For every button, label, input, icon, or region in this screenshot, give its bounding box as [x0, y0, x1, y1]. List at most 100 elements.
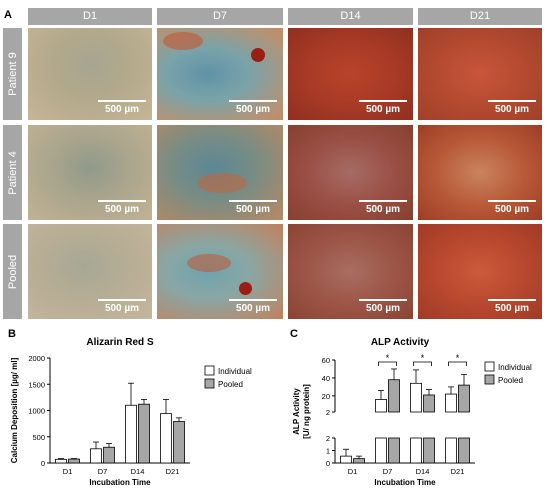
scale-bar-label: 500 µm: [494, 303, 530, 314]
scale-bar: 500 µm: [98, 200, 146, 215]
bar-individual-d21: [160, 413, 172, 464]
significance-bracket: [448, 361, 467, 366]
x-tick-label: D14: [131, 467, 145, 476]
chart-alizarin-red: Alizarin Red S 0 500 1000 1500 2000 Calcium De…: [10, 337, 252, 487]
y-tick-label: 60: [322, 356, 330, 365]
row-label: Patient 4: [6, 150, 19, 195]
y-tick-label: 500: [32, 433, 45, 442]
y-axis-label: Calcium Deposition [µg/ ml]: [10, 357, 19, 463]
y-tick-label: 2000: [28, 354, 45, 363]
panel-a-label: A: [4, 9, 12, 21]
micrograph-pooled-d1: 500 µm: [28, 224, 152, 319]
scale-bar-label: 500 µm: [365, 204, 401, 215]
x-tick-label: D1: [348, 467, 358, 476]
x-tick-label: D7: [383, 467, 393, 476]
column-header-d14: D14: [288, 8, 413, 25]
bar-individual-d7-upper: [375, 399, 387, 413]
bar-individual-d14: [125, 404, 137, 464]
y-tick-label: 40: [322, 374, 330, 383]
scale-bar-label: 500 µm: [494, 104, 530, 115]
legend-label-pooled: Pooled: [218, 380, 243, 389]
scale-bar-label: 500 µm: [235, 303, 271, 314]
legend-swatch-individual: [204, 365, 215, 376]
micrograph-pooled-d21: 500 µm: [418, 224, 542, 319]
bar-pooled-d7-upper: [388, 379, 400, 413]
significance-bracket: [413, 361, 432, 366]
micrograph-patient4-d14: 500 µm: [288, 125, 413, 220]
y-tick-label: 1500: [28, 380, 45, 389]
x-tick-label: D7: [98, 467, 108, 476]
legend-swatch-pooled: [204, 378, 215, 389]
y-tick-label: 20: [322, 392, 330, 401]
y-axis-label-line2: [U/ ng protein]: [302, 384, 311, 439]
significance-marker: *: [456, 353, 460, 363]
bar-individual-d7: [90, 448, 102, 464]
scale-bar-label: 500 µm: [235, 204, 271, 215]
micrograph-patient4-d21: 500 µm: [418, 125, 542, 220]
stain-patch: [197, 173, 247, 193]
scale-bar-label: 500 µm: [104, 303, 140, 314]
row-header-patient-4: Patient 4: [3, 125, 22, 220]
panel-c-label: C: [290, 328, 298, 340]
panel-b-label: B: [8, 328, 16, 340]
bar-pooled-d21-upper: [458, 384, 470, 413]
scale-bar: 500 µm: [359, 200, 407, 215]
y-tick-label: 1: [326, 447, 330, 456]
scale-bar-label: 500 µm: [365, 104, 401, 115]
bar-individual-d14-lower: [410, 437, 422, 464]
bar-pooled-d14: [138, 403, 150, 464]
bar-individual-d21-upper: [445, 393, 457, 413]
scale-bar: 500 µm: [98, 299, 146, 314]
scale-bar: 500 µm: [359, 100, 407, 115]
row-label: Patient 9: [6, 52, 19, 96]
chart-title: Alizarin Red S: [86, 337, 154, 348]
significance-bracket: [378, 361, 397, 366]
scale-bar-label: 500 µm: [235, 104, 271, 115]
y-tick-label: 0: [41, 459, 45, 468]
micrograph-patient4-d1: 500 µm: [28, 125, 152, 220]
bar-individual-d1: [340, 455, 352, 464]
bar-pooled-d7-lower: [388, 437, 400, 464]
legend-label-individual: Individual: [218, 367, 252, 376]
column-header-d1: D1: [28, 8, 152, 25]
bar-individual-d14-upper: [410, 382, 422, 413]
row-header-pooled: Pooled: [3, 224, 22, 319]
scale-bar: 500 µm: [488, 299, 536, 314]
scale-bar-label: 500 µm: [494, 204, 530, 215]
legend-label-individual: Individual: [498, 363, 532, 372]
stain-nodule: [251, 48, 265, 62]
bar-pooled-d1: [68, 458, 80, 464]
legend-swatch-individual: [484, 361, 495, 372]
stain-patch: [187, 254, 231, 272]
scale-bar: 500 µm: [98, 100, 146, 115]
scale-bar-label: 500 µm: [104, 104, 140, 115]
stain-patch: [163, 32, 203, 50]
legend-swatch-pooled: [484, 374, 495, 385]
row-header-patient-9: Patient 9: [3, 28, 22, 120]
x-tick-label: D1: [63, 467, 73, 476]
scale-bar: 500 µm: [488, 200, 536, 215]
column-header-d7: D7: [157, 8, 283, 25]
bar-pooled-d1: [353, 458, 365, 464]
x-tick-label: D21: [451, 467, 465, 476]
bar-pooled-d21-lower: [458, 437, 470, 464]
scale-bar-label: 500 µm: [104, 204, 140, 215]
y-tick-label: 2: [326, 434, 330, 443]
micrograph-patient9-d1: 500 µm: [28, 28, 152, 120]
row-label: Pooled: [6, 254, 19, 289]
bar-pooled-d14-lower: [423, 437, 435, 464]
y-tick-label: 1000: [28, 407, 45, 416]
scale-bar: 500 µm: [229, 200, 277, 215]
scale-bar-label: 500 µm: [365, 303, 401, 314]
significance-marker: *: [421, 353, 425, 363]
micrograph-pooled-d7: 500 µm: [157, 224, 283, 319]
y-tick-label: 0: [326, 459, 330, 468]
x-axis-label: Incubation Time: [374, 478, 436, 487]
column-header-d21: D21: [418, 8, 542, 25]
bar-individual-d21-lower: [445, 437, 457, 464]
scale-bar: 500 µm: [359, 299, 407, 314]
chart-title: ALP Activity: [371, 337, 430, 348]
micrograph-patient9-d7: 500 µm: [157, 28, 283, 120]
bar-pooled-d7: [103, 446, 115, 464]
